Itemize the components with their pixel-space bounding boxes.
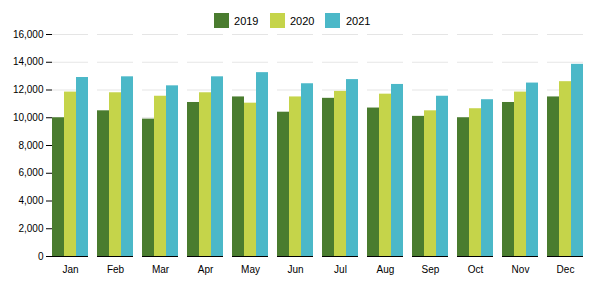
svg-text:Oct: Oct	[468, 264, 484, 275]
svg-text:Sep: Sep	[422, 264, 440, 275]
svg-text:Dec: Dec	[557, 264, 575, 275]
svg-text:8,000: 8,000	[18, 140, 43, 151]
html-text:2021: 2021	[346, 14, 371, 27]
svg-text:14,000: 14,000	[13, 56, 44, 67]
svg-text:2,000: 2,000	[18, 223, 43, 234]
html-text:2019: 2019	[234, 14, 259, 27]
svg-text:Jan: Jan	[62, 264, 78, 275]
svg-text:10,000: 10,000	[13, 112, 44, 123]
svg-text:Jul: Jul	[334, 264, 347, 275]
svg-text:Aug: Aug	[377, 264, 395, 275]
svg-text:Mar: Mar	[152, 264, 170, 275]
svg-text:Jun: Jun	[287, 264, 303, 275]
html-text:2020: 2020	[290, 14, 315, 27]
svg-text:16,000: 16,000	[13, 29, 44, 40]
svg-text:Feb: Feb	[107, 264, 125, 275]
svg-text:May: May	[241, 264, 260, 275]
svg-text:4,000: 4,000	[18, 195, 43, 206]
svg-text:Nov: Nov	[512, 264, 530, 275]
svg-text:6,000: 6,000	[18, 167, 43, 178]
svg-text:0: 0	[38, 251, 44, 262]
svg-text:Apr: Apr	[198, 264, 214, 275]
svg-text:12,000: 12,000	[13, 84, 44, 95]
